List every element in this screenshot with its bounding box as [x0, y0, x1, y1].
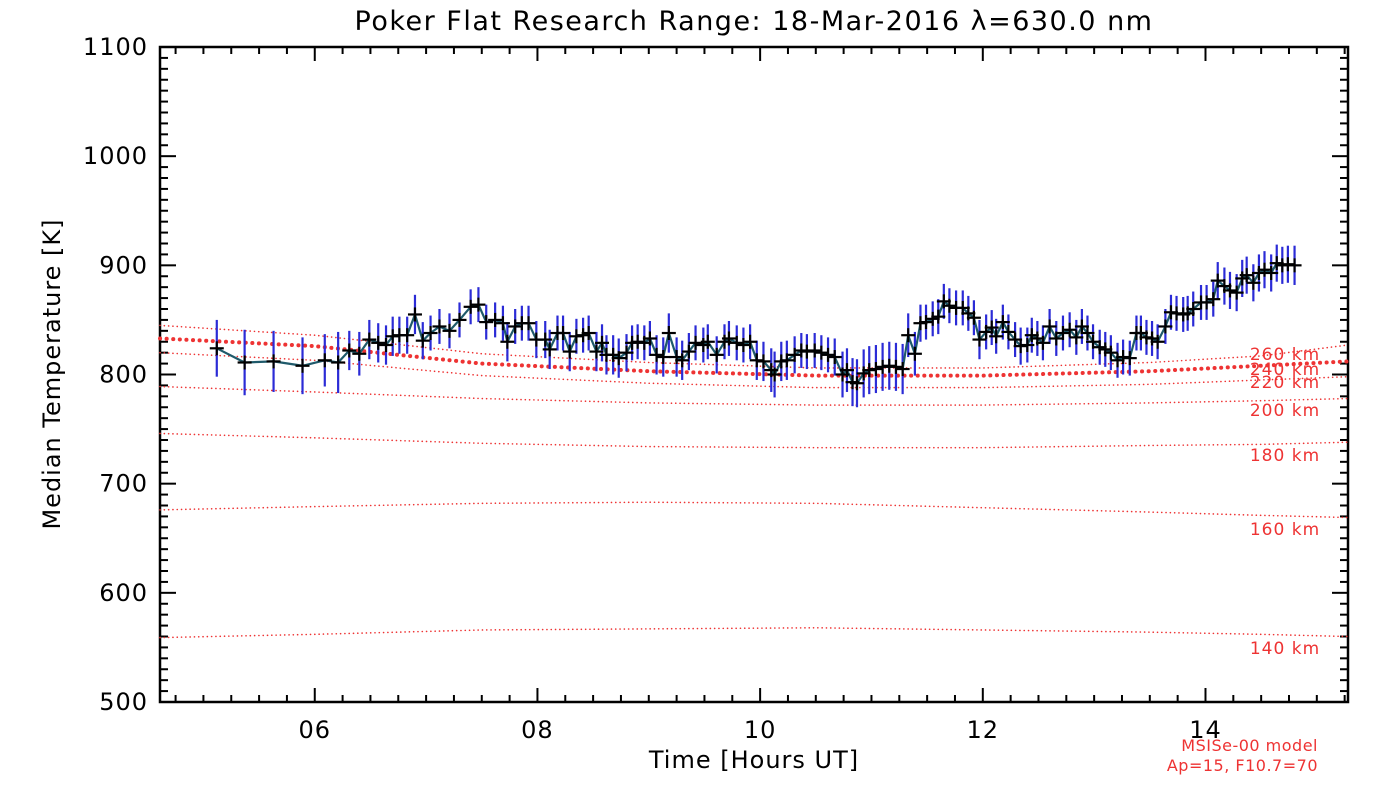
model-curves [158, 324, 1350, 639]
model-annotation-line2: Ap=15, F10.7=70 [1166, 756, 1318, 775]
x-tick-label: 10 [744, 716, 777, 744]
altitude-label-200km: 200 km [1249, 401, 1321, 421]
model-curve-220km [159, 351, 1349, 389]
error-bars [215, 244, 1296, 408]
y-tick-label: 900 [99, 251, 148, 279]
data-markers [209, 256, 1302, 391]
plot-title: Poker Flat Research Range: 18-Mar-2016 λ… [354, 6, 1154, 37]
tick-labels: 06 08 10 12 14 500 600 700 800 900 1000 1100 [83, 33, 1222, 744]
y-tick-label: 800 [99, 361, 148, 389]
y-tick-label: 1000 [83, 142, 148, 170]
altitude-label-240km: 240 km [1249, 360, 1321, 380]
altitude-label-260km: 260 km [1249, 345, 1321, 365]
y-tick-label: 500 [99, 688, 148, 716]
x-axis-label: Time [Hours UT] [648, 746, 860, 774]
y-tick-label: 1100 [83, 33, 148, 61]
median-line [216, 262, 1295, 385]
model-curve-160km [159, 501, 1349, 519]
model-curve-240km [158, 336, 1350, 378]
x-tick-label: 06 [298, 716, 331, 744]
x-tick-label: 14 [1189, 716, 1222, 744]
x-tick-label: 12 [967, 716, 1000, 744]
altitude-label-140km: 140 km [1249, 639, 1321, 659]
altitude-label-180km: 180 km [1249, 446, 1321, 466]
model-annotation-line1: MSISe-00 model [1181, 736, 1318, 755]
model-curve-200km [159, 385, 1349, 406]
axis-ticks [160, 46, 1348, 703]
y-axis-label: Median Temperature [K] [38, 218, 66, 530]
model-curve-260km [159, 324, 1349, 369]
altitude-label-160km: 160 km [1249, 520, 1321, 540]
y-tick-label: 700 [99, 470, 148, 498]
y-tick-label: 600 [99, 579, 148, 607]
model-curve-180km [159, 432, 1349, 449]
altitude-label-220km: 220 km [1249, 373, 1321, 393]
model-curve-140km [159, 626, 1349, 639]
x-tick-label: 08 [521, 716, 554, 744]
